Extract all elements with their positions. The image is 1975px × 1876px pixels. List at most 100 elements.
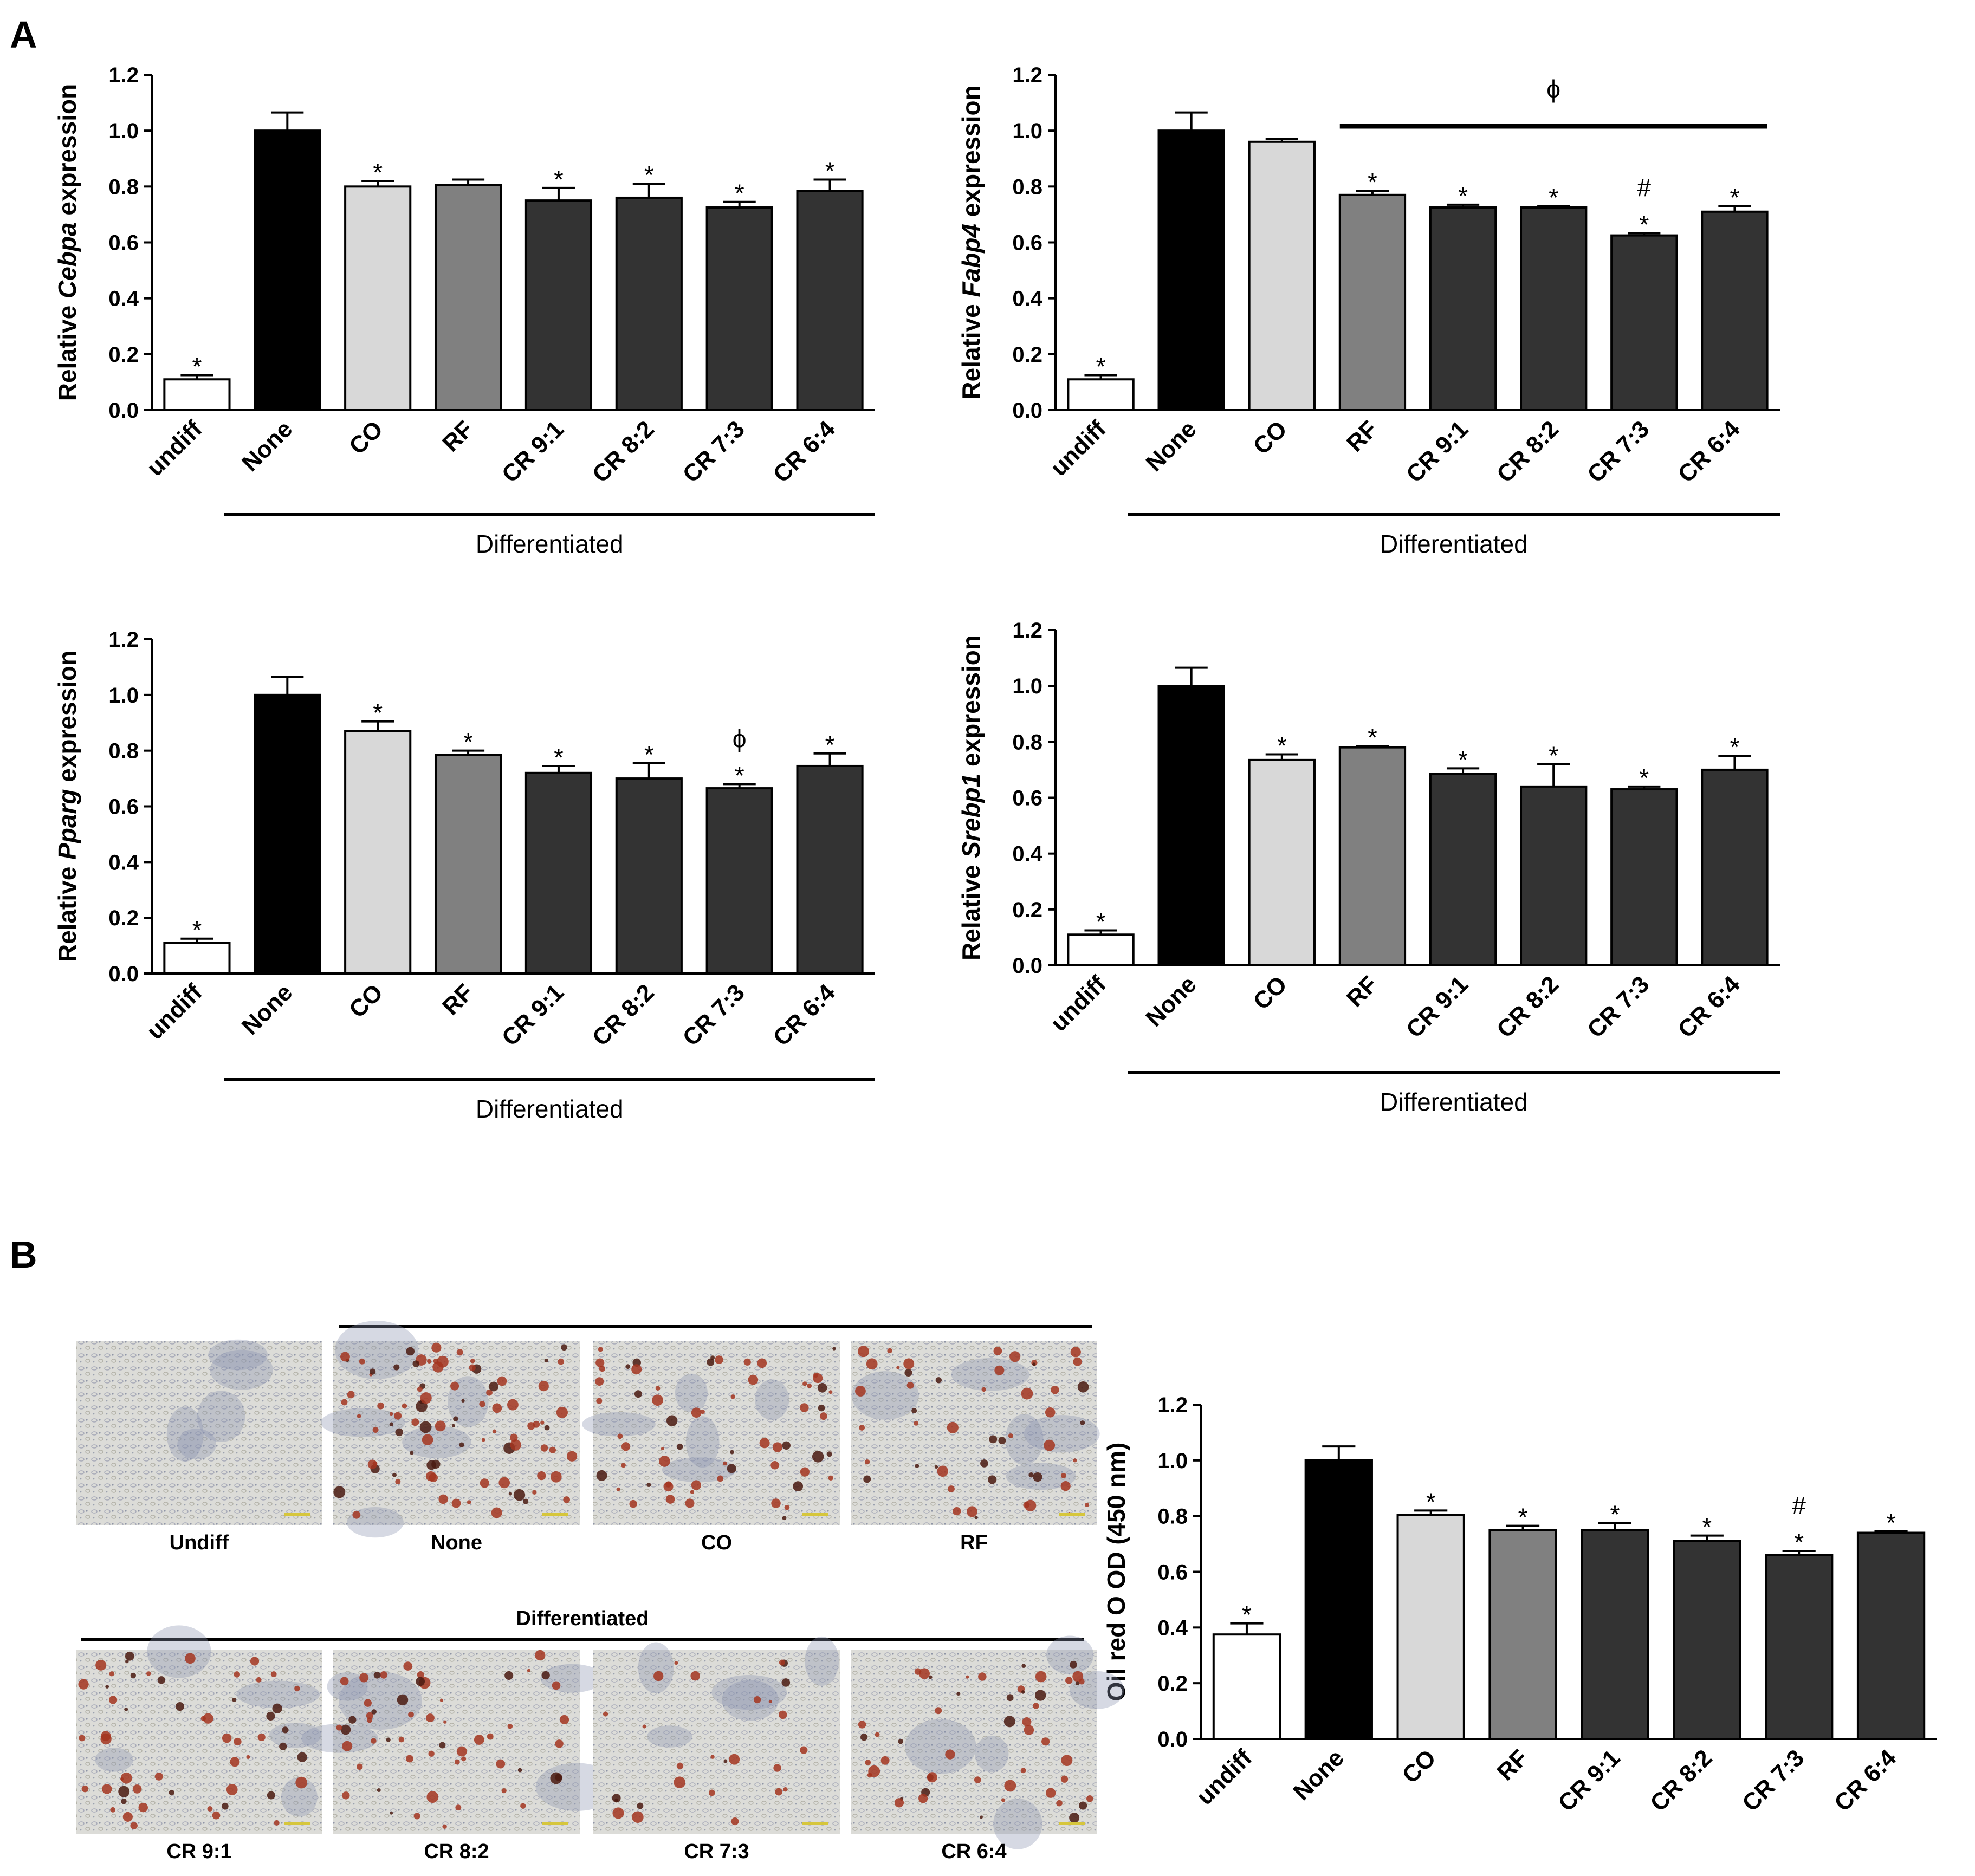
pparg-sig-rf: * (463, 728, 473, 756)
micrograph-cr-6-4-droplet (1069, 1813, 1080, 1823)
srebp1-category-cr-9-1: CR 9:1 (1401, 971, 1473, 1043)
micrograph-none-scale-bar (542, 1513, 568, 1516)
oilred-ytick-label: 0.2 (1157, 1672, 1188, 1696)
micrograph-rf-droplet (980, 1459, 988, 1468)
micrograph-cr-7-3-droplet (653, 1671, 664, 1682)
fabp4-bar-none (1157, 129, 1225, 411)
micrograph-cr-8-2-droplet (403, 1661, 413, 1671)
srebp1-sig-cr-7-3: * (1639, 764, 1649, 792)
oilred-sig-cr-8-2: * (1702, 1513, 1712, 1541)
micrograph-cr-9-1-droplet (121, 1798, 127, 1804)
fabp4-ytick-label: 1.0 (1012, 119, 1042, 143)
chart-srebp1: 0.0 0.2 0.4 0.6 0.8 1.0 1.2 Relative Srebp1 exp… (957, 619, 1780, 1116)
micrograph-none-droplet (561, 1344, 567, 1351)
oilred-ytick-label: 1.2 (1157, 1393, 1188, 1417)
panel-letter-b: B (10, 1234, 37, 1276)
fabp4-sig-cr-8-2: * (1549, 183, 1558, 211)
micrograph-cr-7-3-droplet (800, 1746, 808, 1754)
micrograph-co-droplet (813, 1373, 823, 1384)
micrograph-cr-7-3-droplet (603, 1711, 608, 1717)
pparg-category-cr-8-2: CR 8:2 (587, 979, 659, 1051)
oilred-bar-rf (1488, 1529, 1557, 1740)
micrograph-cr-7-3: CR 7:3 (593, 1636, 840, 1863)
micrograph-cr-9-1-droplet (266, 1711, 275, 1721)
micrograph-none-droplet (422, 1434, 433, 1446)
micrograph-none-droplet (395, 1478, 401, 1485)
micrograph-rf-droplet (988, 1475, 997, 1484)
micrograph-undiff-cluster (166, 1406, 204, 1462)
fabp4-category-cr-6-4: CR 6:4 (1673, 416, 1745, 488)
micrograph-cr-9-1-droplet (274, 1820, 280, 1826)
micrograph-none-droplet (426, 1471, 436, 1482)
micrograph-cr-8-2-droplet (559, 1715, 569, 1725)
micrograph-cr-8-2-droplet (456, 1746, 467, 1757)
micrograph-rf-droplet (896, 1366, 900, 1369)
micrograph-cr-6-4-droplet (935, 1707, 942, 1715)
micrograph-cr-8-2-droplet (359, 1673, 369, 1683)
cebpa-sig-undiff: * (192, 353, 202, 381)
fabp4-category-undiff: undiff (1046, 416, 1111, 481)
micrograph-cr-8-2-droplet (386, 1737, 391, 1742)
micrograph-co-droplet (730, 1450, 734, 1455)
fabp4-bar-cr-9-1 (1429, 206, 1497, 411)
micrograph-cr-8-2-droplet (507, 1723, 513, 1729)
micrograph-co-droplet (616, 1487, 620, 1491)
srebp1-bar-none (1157, 685, 1225, 966)
micrograph-cr-9-1-droplet (78, 1679, 89, 1690)
micrograph-rf-droplet (981, 1387, 986, 1392)
micrograph-none-droplet (544, 1358, 548, 1363)
micrograph-rf-droplet (934, 1465, 938, 1469)
micrograph-none: None (321, 1321, 580, 1554)
micrograph-co-droplet (691, 1407, 702, 1418)
micrograph-rf-droplet (1009, 1351, 1021, 1362)
micrograph-cr-6-4-droplet (927, 1772, 937, 1783)
micrograph-undiff-scale-bar (284, 1513, 310, 1516)
oilred-sig-rf: * (1518, 1503, 1528, 1531)
micrograph-cr-8-2-droplet (439, 1742, 446, 1749)
micrograph-cr-8-2-droplet (371, 1738, 377, 1744)
micrograph-none-droplet (412, 1360, 420, 1367)
pparg-sig-cr-9-1: * (554, 743, 564, 771)
micrograph-none-droplet (527, 1422, 535, 1430)
micrograph-cr-6-4-droplet (1021, 1690, 1025, 1694)
micrograph-co-droplet (727, 1464, 736, 1473)
fabp4-category-cr-8-2: CR 8:2 (1492, 416, 1564, 488)
srebp1-sig-cr-8-2: * (1549, 742, 1558, 770)
micrograph-cr-8-2-droplet (454, 1759, 460, 1765)
micrograph-none-droplet (467, 1500, 471, 1504)
micrograph-cr-9-1-droplet (138, 1802, 148, 1813)
pparg-ytick-label: 0.0 (108, 962, 139, 986)
micrograph-cr-7-3-cluster (711, 1674, 787, 1710)
micrograph-cr-6-4-droplet (1070, 1660, 1077, 1669)
cebpa-sig-cr-7-3: * (735, 179, 744, 207)
micrograph-co-droplet (685, 1498, 695, 1508)
micrograph-cr-7-3-cluster (638, 1642, 674, 1693)
micrograph-cr-7-3-droplet (731, 1817, 739, 1826)
micrograph-rf-droplet (994, 1365, 1005, 1375)
micrograph-cr-6-4-droplet (1045, 1788, 1056, 1798)
srebp1-sig-cr-9-1: * (1458, 745, 1468, 774)
micrograph-cr-6-4-droplet (956, 1691, 961, 1696)
oilred-category-cr-8-2: CR 8:2 (1645, 1744, 1717, 1816)
oilred-ytick-label: 0.0 (1157, 1728, 1188, 1751)
micrograph-co-droplet (715, 1355, 723, 1364)
micrograph-cr-8-2-droplet (397, 1694, 409, 1706)
micrograph-cr-6-4-cluster (993, 1798, 1042, 1849)
fabp4-category-rf: RF (1342, 416, 1383, 457)
micrograph-cr-7-3-cluster (647, 1725, 692, 1748)
micrograph-rf-droplet (935, 1377, 942, 1384)
cebpa-ytick-label: 0.0 (108, 399, 139, 423)
micrograph-co-scale-bar (802, 1513, 828, 1516)
cebpa-category-cr-7-3: CR 7:3 (678, 416, 750, 488)
micrograph-cr-6-4-droplet (1035, 1690, 1046, 1701)
oilred-sig-cr-7-3: * (1794, 1528, 1804, 1556)
fabp4-category-co: CO (1248, 416, 1292, 459)
pparg-category-cr-9-1: CR 9:1 (497, 979, 569, 1051)
micrograph-cr-9-1-droplet (256, 1677, 262, 1683)
micrograph-co-droplet (700, 1409, 705, 1414)
micrograph-cr-9-1-droplet (282, 1726, 289, 1734)
micrograph-cr-7-3-cluster (805, 1636, 839, 1686)
micrograph-cr-7-3-droplet (690, 1671, 700, 1681)
micrograph-cr-9-1-droplet (257, 1733, 266, 1742)
micrograph-none-droplet (426, 1460, 437, 1470)
